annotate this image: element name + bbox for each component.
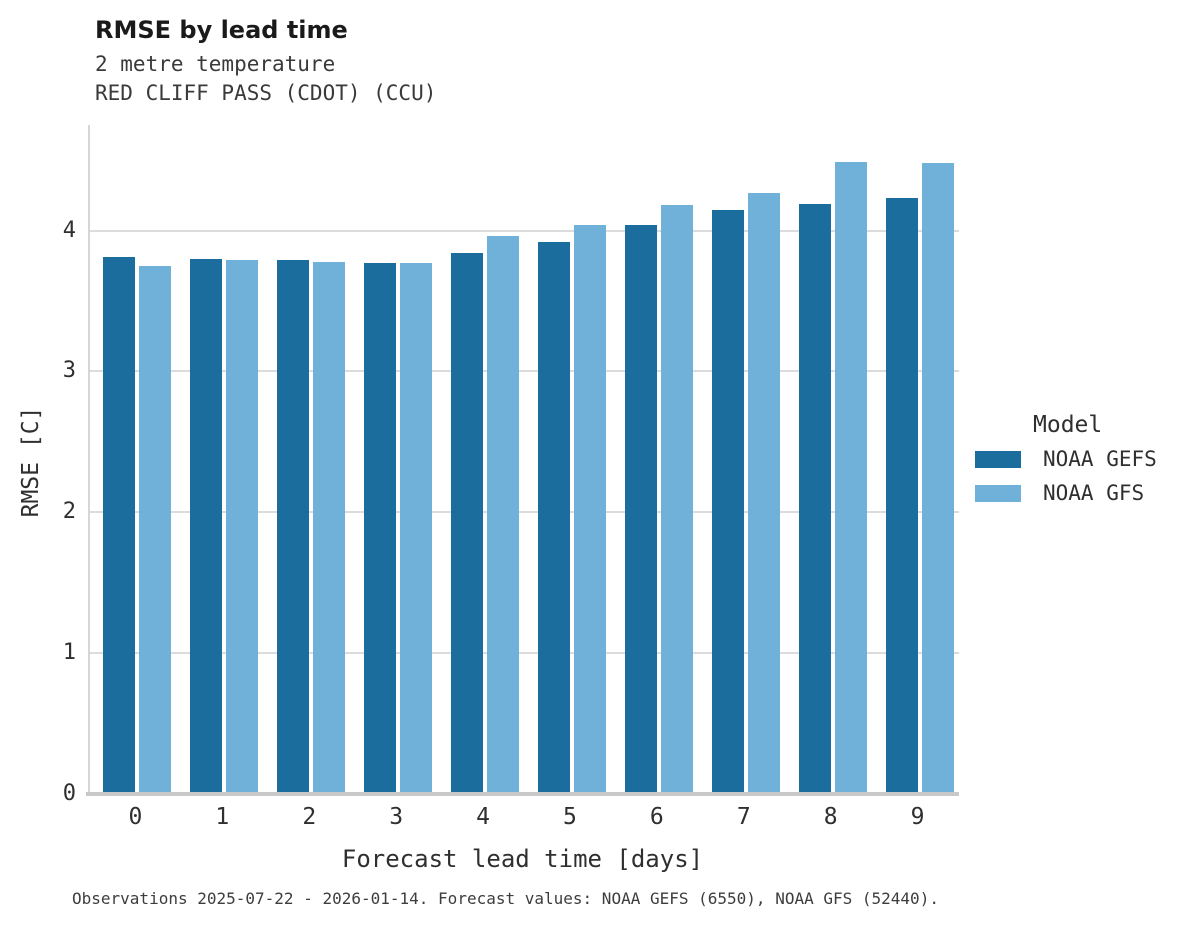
bar-noaa-gefs-lead-6: [624, 225, 657, 794]
gridline-y-1: [90, 652, 959, 654]
x-tick-label-8: 8: [823, 804, 838, 830]
bar-noaa-gfs-lead-4: [487, 236, 520, 794]
y-tick-label-2: 2: [62, 499, 76, 524]
bar-noaa-gefs-lead-3: [364, 263, 397, 794]
gridline-y-3: [90, 370, 959, 372]
bar-noaa-gfs-lead-3: [400, 263, 433, 794]
x-tick-label-9: 9: [910, 804, 925, 830]
bar-noaa-gefs-lead-4: [451, 253, 484, 794]
x-axis-title: Forecast lead time [days]: [341, 845, 704, 873]
plot-area: [88, 125, 959, 794]
bar-noaa-gefs-lead-7: [711, 210, 744, 794]
bar-noaa-gfs-lead-8: [834, 162, 867, 794]
x-tick-label-4: 4: [476, 804, 490, 830]
bar-noaa-gefs-lead-0: [103, 257, 136, 794]
x-tick-label-3: 3: [389, 804, 404, 830]
x-tick-label-5: 5: [563, 804, 577, 830]
legend-label: NOAA GFS: [1043, 481, 1145, 505]
chart-subtitle-station: RED CLIFF PASS (CDOT) (CCU): [95, 81, 437, 105]
bar-noaa-gefs-lead-1: [190, 259, 223, 794]
chart-title: RMSE by lead time: [95, 16, 348, 44]
bar-noaa-gfs-lead-6: [660, 205, 693, 794]
bar-noaa-gfs-lead-5: [573, 225, 606, 794]
footnote-caption: Observations 2025-07-22 - 2026-01-14. Fo…: [72, 889, 939, 908]
x-axis-tick-labels: 0 1 2 3 4 5 6 7 8 9: [88, 804, 957, 836]
legend-title: Model: [1033, 412, 1103, 438]
legend: Model NOAA GEFS NOAA GFS: [975, 412, 1190, 518]
x-tick-label-0: 0: [128, 804, 143, 830]
x-tick-label-6: 6: [649, 804, 664, 830]
y-tick-label-3: 3: [62, 358, 76, 383]
legend-entries: NOAA GEFS NOAA GFS: [975, 447, 1190, 505]
bar-noaa-gefs-lead-2: [277, 260, 310, 794]
bar-noaa-gfs-lead-9: [921, 163, 954, 794]
bar-noaa-gfs-lead-0: [139, 266, 172, 794]
bar-noaa-gfs-lead-1: [226, 260, 259, 794]
legend-swatch-icon: [975, 450, 1021, 468]
legend-entry-noaa-gfs: NOAA GFS: [975, 481, 1190, 505]
legend-entry-noaa-gefs: NOAA GEFS: [975, 447, 1190, 471]
chart-subtitle-variable: 2 metre temperature: [95, 52, 336, 76]
bar-noaa-gefs-lead-9: [885, 198, 918, 794]
y-tick-label-4: 4: [62, 218, 76, 243]
legend-swatch-icon: [975, 484, 1021, 502]
x-tick-label-1: 1: [215, 804, 230, 830]
bar-noaa-gfs-lead-7: [747, 193, 780, 794]
bar-noaa-gefs-lead-8: [798, 204, 831, 794]
x-tick-label-2: 2: [302, 804, 317, 830]
x-tick-label-7: 7: [736, 804, 751, 830]
y-axis-tick-labels: 0 1 2 3 4: [38, 125, 76, 806]
bar-noaa-gefs-lead-5: [537, 242, 570, 794]
legend-label: NOAA GEFS: [1043, 447, 1157, 471]
x-axis-line: [86, 792, 959, 796]
y-tick-label-1: 1: [62, 640, 76, 665]
bar-noaa-gfs-lead-2: [313, 262, 346, 794]
gridline-y-2: [90, 511, 959, 513]
gridline-y-4: [90, 230, 959, 232]
y-tick-label-0: 0: [62, 781, 76, 806]
